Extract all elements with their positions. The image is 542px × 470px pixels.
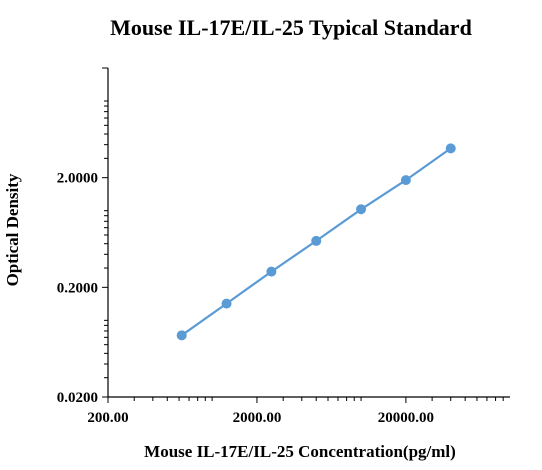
y-tick-label: 2.0000 — [57, 171, 98, 187]
y-tick-label: 0.2000 — [57, 280, 98, 296]
x-tick-label: 200.00 — [87, 410, 128, 426]
data-point — [400, 175, 411, 186]
x-tick-label: 20000.00 — [378, 410, 434, 426]
data-point — [221, 298, 232, 309]
y-axis-label: Optical Density — [3, 173, 22, 286]
axes: 0.0200 0.2000 2.0000 200.00 2000.00 20000.00 — [57, 67, 510, 426]
data-point — [266, 266, 277, 277]
data-point — [445, 143, 456, 154]
y-tick-label: 0.0200 — [57, 390, 98, 406]
data-point — [311, 235, 322, 246]
x-tick-label: 2000.00 — [233, 410, 282, 426]
x-axis-label: Mouse IL-17E/IL-25 Concentration(pg/ml) — [144, 442, 456, 461]
data-point — [176, 330, 187, 341]
chart-title: Mouse IL-17E/IL-25 Typical Standard — [110, 15, 472, 40]
data-point — [356, 204, 367, 215]
series-layer — [176, 143, 456, 341]
